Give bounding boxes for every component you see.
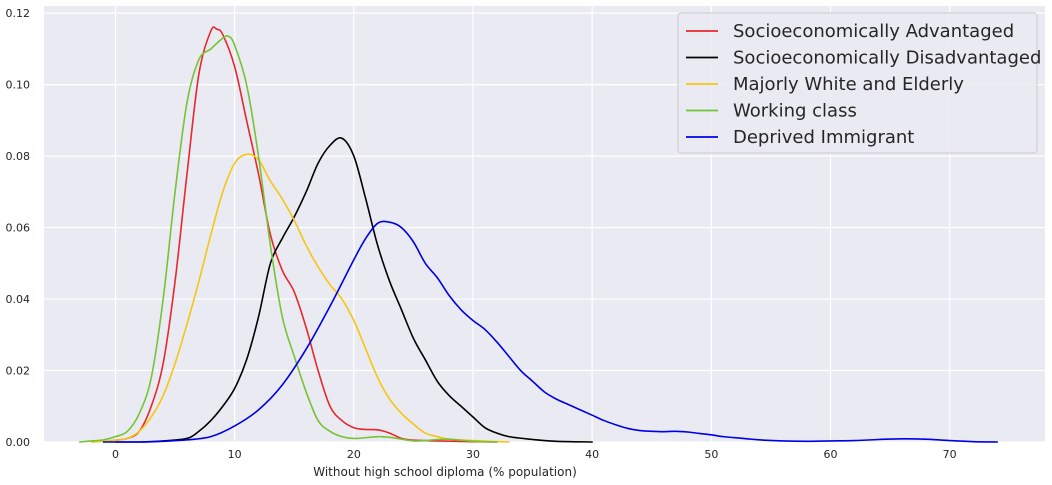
series-lines (78, 26, 999, 443)
x-tick-label: 10 (228, 448, 242, 461)
series-line-3 (78, 35, 498, 443)
x-axis-label: Without high school diploma (% populatio… (313, 465, 577, 479)
x-tick-label: 30 (466, 448, 480, 461)
legend-label: Majorly White and Elderly (733, 74, 964, 95)
series-line-4 (102, 220, 999, 443)
legend-label: Deprived Immigrant (733, 127, 914, 148)
x-tick-label: 0 (112, 448, 119, 461)
legend-box (677, 12, 1038, 154)
x-tick-label: 60 (824, 448, 838, 461)
y-tick-label: 0.06 (6, 222, 31, 235)
y-tick-label: 0.08 (6, 150, 31, 163)
series-line-1 (114, 137, 593, 443)
y-tick-label: 0.00 (6, 436, 31, 449)
y-axis-ticks: 0.00 0.02 0.04 0.06 0.08 0.10 0.12 (6, 7, 31, 449)
y-tick-label: 0.04 (6, 293, 31, 306)
x-tick-label: 40 (585, 448, 599, 461)
y-tick-label: 0.10 (6, 79, 31, 92)
legend-label: Socioeconomically Advantaged (733, 21, 1014, 42)
x-tick-label: 70 (943, 448, 957, 461)
series-line-2 (90, 153, 510, 443)
x-tick-label: 20 (347, 448, 361, 461)
y-tick-label: 0.12 (6, 7, 31, 20)
x-axis-ticks: 0 10 20 30 40 50 60 70 (112, 448, 957, 461)
legend-label: Socioeconomically Disadvantaged (733, 48, 1041, 69)
x-tick-label: 50 (704, 448, 718, 461)
legend-label: Working class (733, 101, 857, 122)
legend: Socioeconomically Advantaged Socioeconomi… (677, 12, 1041, 154)
y-tick-label: 0.02 (6, 365, 31, 378)
